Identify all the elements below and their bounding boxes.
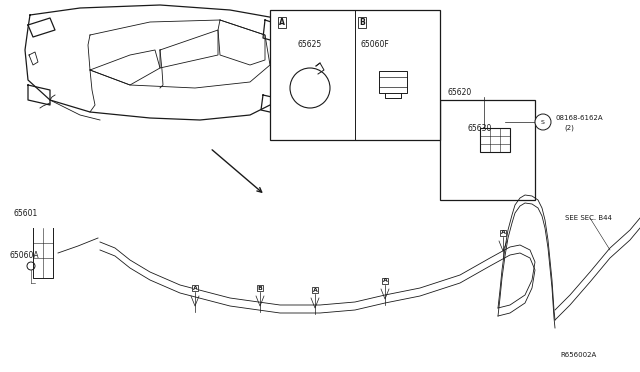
Text: A: A	[193, 285, 197, 291]
Circle shape	[535, 114, 551, 130]
Text: A: A	[383, 279, 387, 283]
Text: R656002A: R656002A	[560, 352, 596, 358]
Text: S: S	[541, 119, 545, 125]
Text: B: B	[257, 285, 262, 291]
Text: A: A	[279, 18, 285, 27]
Text: 65625: 65625	[298, 40, 322, 49]
Text: 08168-6162A: 08168-6162A	[556, 115, 604, 121]
Text: SEE SEC. B44: SEE SEC. B44	[565, 215, 612, 221]
Text: 65060F: 65060F	[360, 40, 389, 49]
Text: 65620: 65620	[448, 88, 472, 97]
Text: 65630: 65630	[468, 124, 492, 133]
Text: A: A	[500, 231, 506, 235]
Text: B: B	[359, 18, 365, 27]
Bar	[270, 10, 440, 140]
Text: A: A	[312, 288, 317, 292]
Bar	[379, 71, 407, 93]
Text: 65060A: 65060A	[10, 251, 40, 260]
Text: (2): (2)	[564, 125, 574, 131]
Bar	[440, 100, 535, 200]
Text: 65601: 65601	[14, 209, 38, 218]
Bar	[480, 128, 510, 152]
